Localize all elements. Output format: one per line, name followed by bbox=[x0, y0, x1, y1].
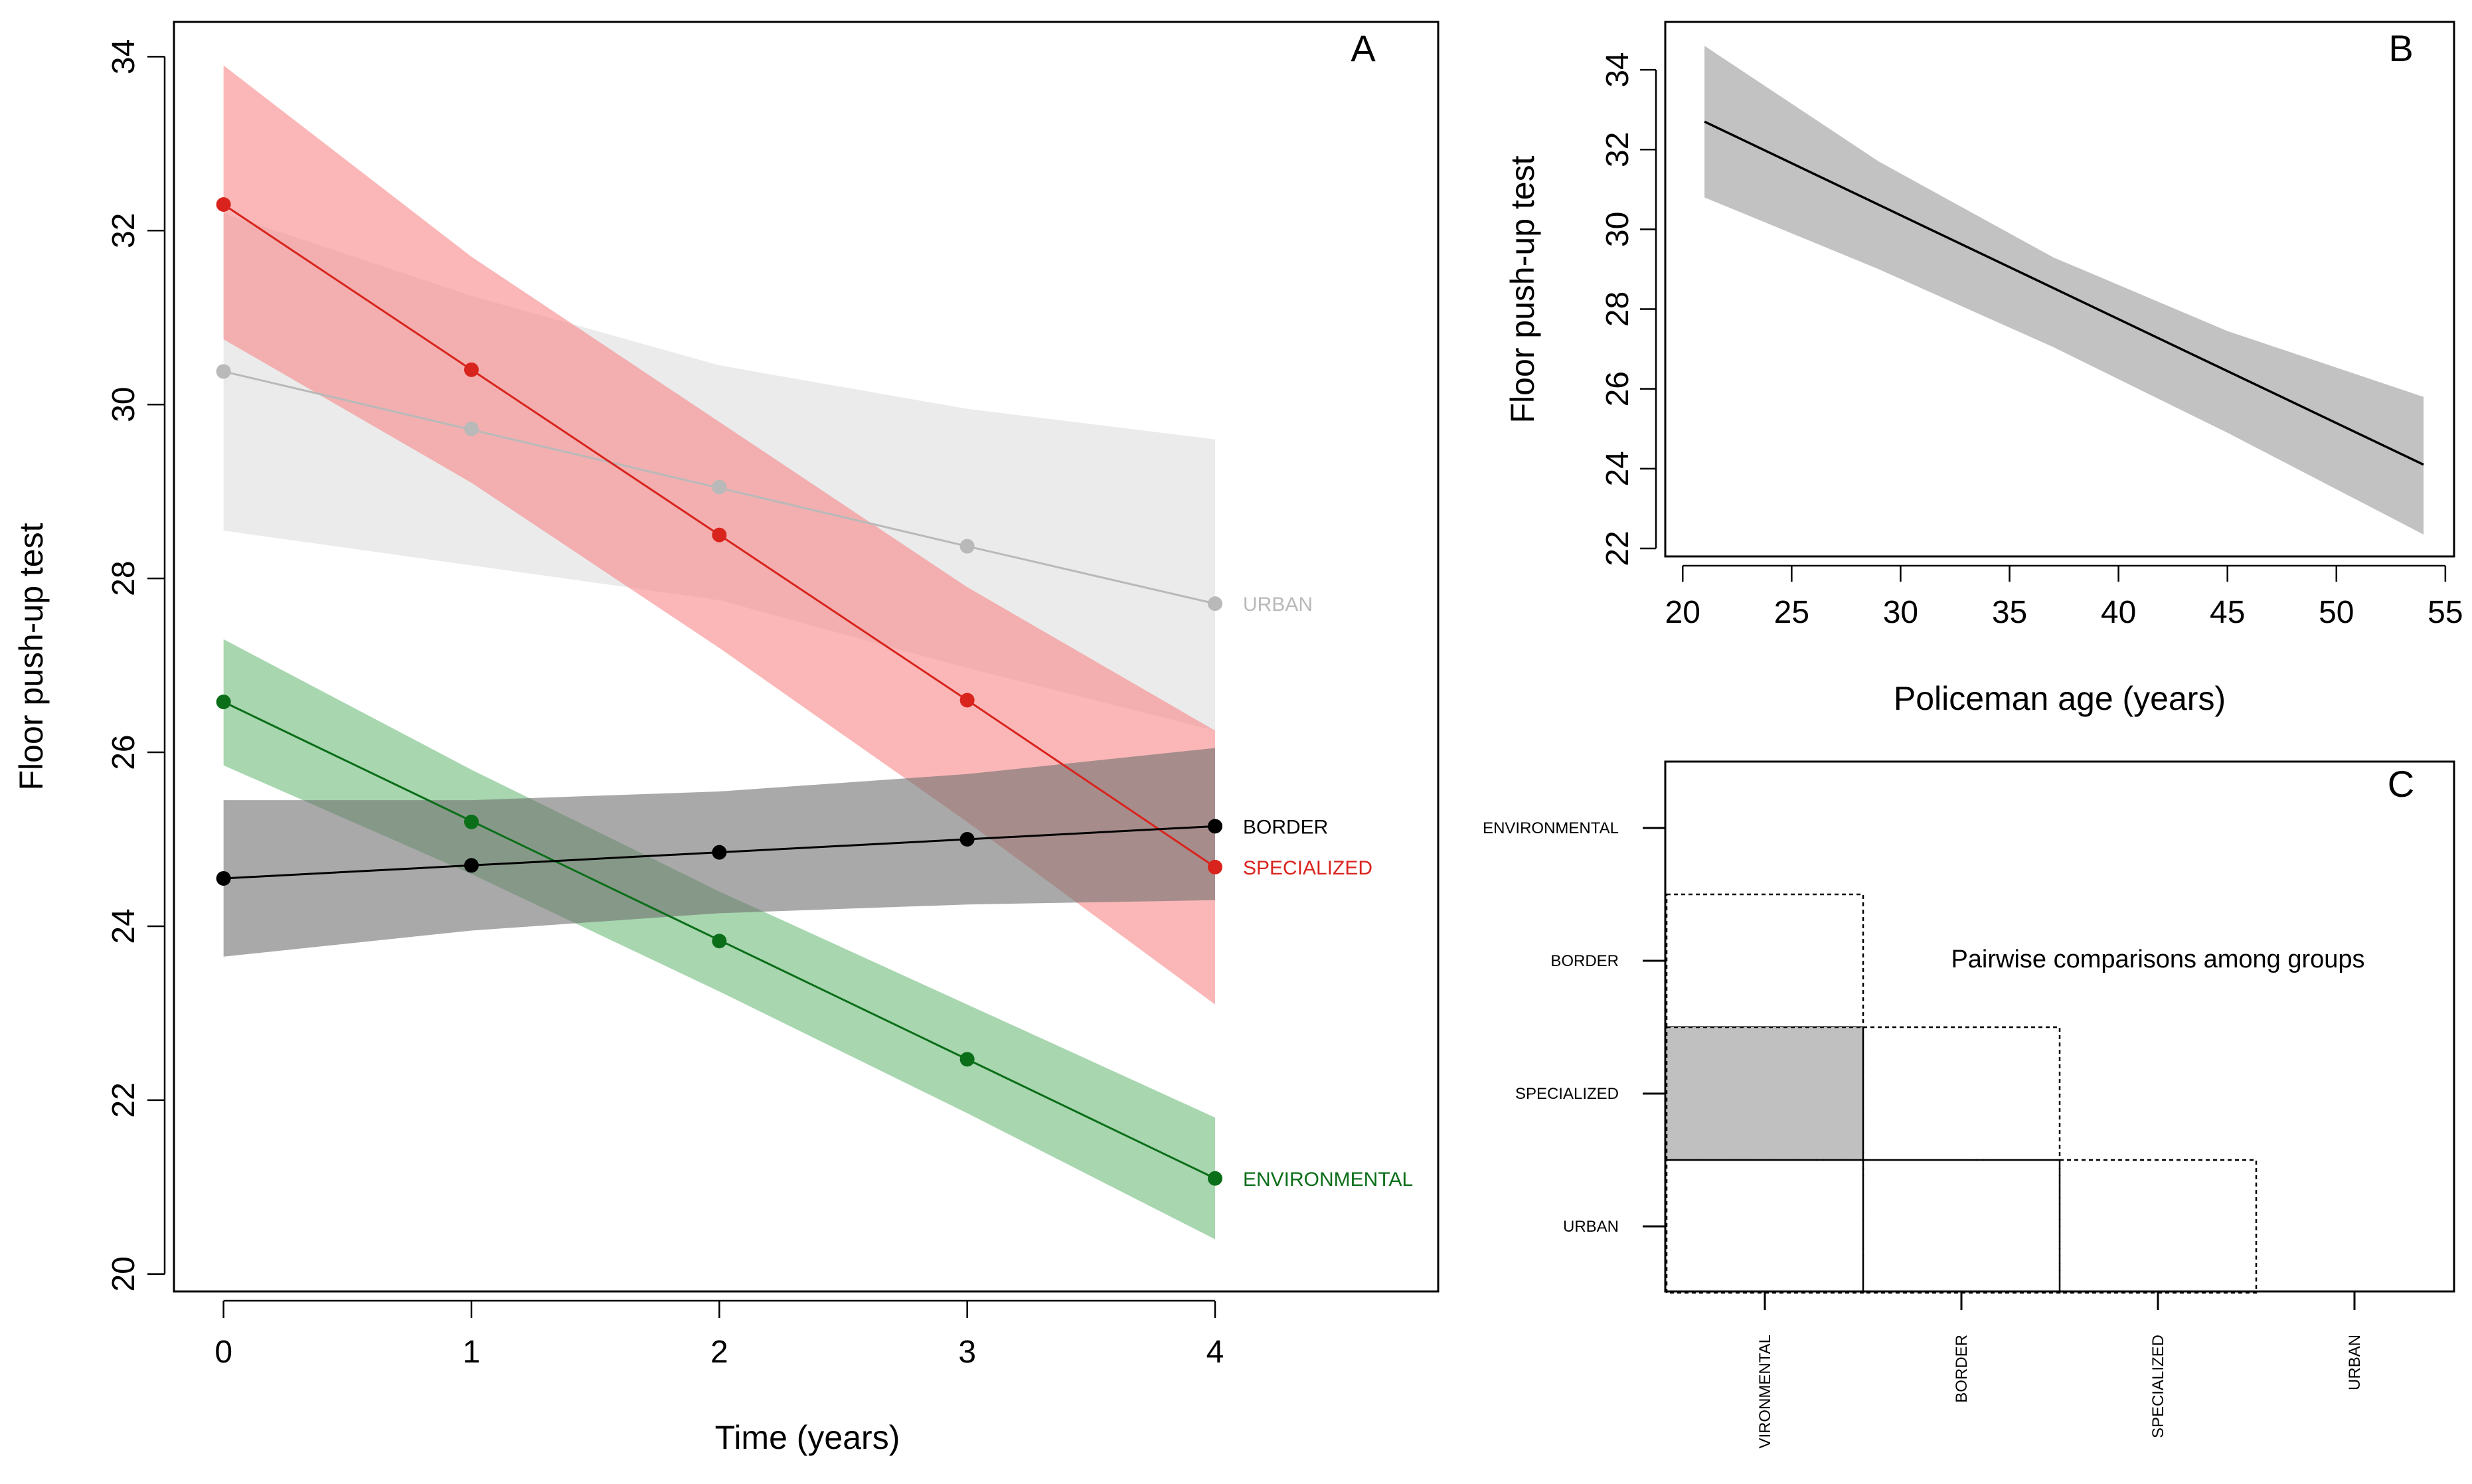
x-tick-label: VIRONMENTAL bbox=[1756, 1335, 1774, 1449]
panel-a-x-axis-title: Time (years) bbox=[715, 1419, 900, 1456]
point-environmental bbox=[216, 695, 231, 710]
panel-b: 20 25 30 35 40 45 50 55 22 24 26 28 30 32 34 Policema… bbox=[1504, 21, 2463, 717]
panel-c-y-axis: ENVIRONMENTAL BORDER SPECIALIZED URBAN bbox=[1483, 819, 1665, 1236]
panel-b-x-axis-title: Policeman age (years) bbox=[1894, 680, 2226, 717]
panel-a: URBAN SPECIALIZED ENVIRONMENTAL BORDER 0 1 2 3… bbox=[13, 21, 1440, 1456]
panel-c-frame bbox=[1664, 760, 2455, 1293]
point-border bbox=[712, 845, 727, 860]
point-urban bbox=[1208, 596, 1222, 612]
point-specialized bbox=[712, 527, 727, 542]
y-tick-label: 24 bbox=[1600, 451, 1635, 486]
panel-b-x-axis: 20 25 30 35 40 45 50 55 bbox=[1665, 564, 2463, 630]
panel-a-x-axis: 0 1 2 3 4 bbox=[214, 1299, 1224, 1370]
series-label-border: BORDER bbox=[1243, 816, 1328, 838]
panel-b-frame bbox=[1664, 21, 2455, 558]
panel-b-confidence-band bbox=[1704, 46, 2424, 535]
point-border bbox=[464, 858, 479, 873]
comparison-cell-urban-environmental bbox=[1665, 1159, 1864, 1294]
y-tick-label: 28 bbox=[1600, 291, 1635, 327]
point-environmental bbox=[959, 1052, 975, 1067]
point-specialized bbox=[464, 362, 479, 377]
y-tick-label: 32 bbox=[106, 213, 141, 248]
panel-a-letter: A bbox=[1351, 27, 1376, 69]
point-border bbox=[1208, 819, 1222, 834]
point-urban bbox=[464, 421, 479, 436]
point-specialized bbox=[216, 197, 231, 212]
point-urban bbox=[216, 364, 231, 379]
point-urban bbox=[712, 479, 727, 495]
y-tick-label: BORDER bbox=[1550, 952, 1619, 970]
panel-b-fit-line bbox=[1704, 120, 2424, 466]
x-tick-label: 25 bbox=[1774, 595, 1809, 630]
panel-a-frame bbox=[173, 21, 1440, 1293]
x-tick-label: 35 bbox=[1992, 595, 2027, 630]
x-tick-label: 30 bbox=[1883, 595, 1918, 630]
point-border bbox=[959, 832, 975, 847]
panel-a-y-axis-title: Floor push-up test bbox=[13, 523, 50, 790]
series-label-specialized: SPECIALIZED bbox=[1243, 857, 1372, 879]
comparison-cell-urban-specialized bbox=[2058, 1159, 2258, 1294]
x-tick-label: URBAN bbox=[2346, 1335, 2364, 1390]
x-tick-label: 40 bbox=[2101, 595, 2136, 630]
comparison-cell-urban-border bbox=[1862, 1159, 2061, 1294]
y-tick-label: 30 bbox=[106, 387, 141, 422]
panel-b-letter: B bbox=[2388, 27, 2413, 69]
series-label-environmental: ENVIRONMENTAL bbox=[1243, 1169, 1413, 1191]
y-tick-label: 22 bbox=[1600, 531, 1635, 566]
point-specialized bbox=[1208, 859, 1222, 874]
panel-a-points bbox=[216, 197, 1222, 1186]
y-tick-label: 30 bbox=[1600, 212, 1635, 247]
point-urban bbox=[959, 538, 975, 554]
y-tick-label: 32 bbox=[1600, 132, 1635, 167]
comparison-cell-border-environmental bbox=[1665, 893, 1864, 1029]
panel-c-title: Pairwise comparisons among groups bbox=[1951, 946, 2364, 973]
y-tick-label: 34 bbox=[1600, 52, 1635, 87]
x-tick-label: 50 bbox=[2319, 595, 2354, 630]
x-tick-label: 1 bbox=[463, 1335, 481, 1370]
y-tick-label: 20 bbox=[106, 1256, 141, 1291]
panel-c-letter: C bbox=[2388, 763, 2414, 805]
series-label-urban: URBAN bbox=[1243, 594, 1313, 616]
comparison-cell-specialized-border bbox=[1862, 1026, 2061, 1161]
x-tick-label: 55 bbox=[2428, 595, 2463, 630]
panel-c: VIRONMENTAL BORDER SPECIALIZED URBAN ENVIRO… bbox=[1483, 760, 2455, 1449]
panel-b-y-axis: 22 24 26 28 30 32 34 bbox=[1600, 52, 1657, 566]
panel-a-y-axis: 20 22 24 26 28 30 32 34 bbox=[106, 39, 166, 1292]
y-tick-label: 22 bbox=[106, 1082, 141, 1117]
panel-a-series-labels: URBAN SPECIALIZED ENVIRONMENTAL BORDER bbox=[1243, 594, 1413, 1191]
y-tick-label: 24 bbox=[106, 908, 141, 944]
y-tick-label: 26 bbox=[106, 734, 141, 770]
x-tick-label: 4 bbox=[1206, 1335, 1224, 1370]
point-border bbox=[216, 870, 231, 886]
x-tick-label: SPECIALIZED bbox=[2149, 1335, 2167, 1438]
y-tick-label: SPECIALIZED bbox=[1515, 1085, 1619, 1103]
point-environmental bbox=[1208, 1171, 1222, 1186]
y-tick-label: ENVIRONMENTAL bbox=[1483, 819, 1619, 837]
y-tick-label: 26 bbox=[1600, 371, 1635, 406]
x-tick-label: 2 bbox=[710, 1335, 728, 1370]
point-environmental bbox=[712, 934, 727, 949]
x-tick-label: 3 bbox=[958, 1335, 976, 1370]
panel-b-y-axis-title: Floor push-up test bbox=[1504, 155, 1541, 423]
y-tick-label: URBAN bbox=[1563, 1218, 1619, 1236]
x-tick-label: BORDER bbox=[1953, 1335, 1971, 1403]
panel-c-x-axis: VIRONMENTAL BORDER SPECIALIZED URBAN bbox=[1756, 1291, 2364, 1449]
point-environmental bbox=[464, 814, 479, 829]
y-tick-label: 28 bbox=[106, 560, 141, 596]
panel-c-cells bbox=[1665, 893, 2258, 1294]
x-tick-label: 45 bbox=[2210, 595, 2245, 630]
comparison-cell-specialized-environmental bbox=[1665, 1026, 1864, 1161]
y-tick-label: 34 bbox=[106, 39, 141, 74]
panel-a-bands bbox=[223, 65, 1216, 1240]
x-tick-label: 20 bbox=[1665, 595, 1700, 630]
point-specialized bbox=[959, 693, 975, 708]
x-tick-label: 0 bbox=[214, 1335, 232, 1370]
